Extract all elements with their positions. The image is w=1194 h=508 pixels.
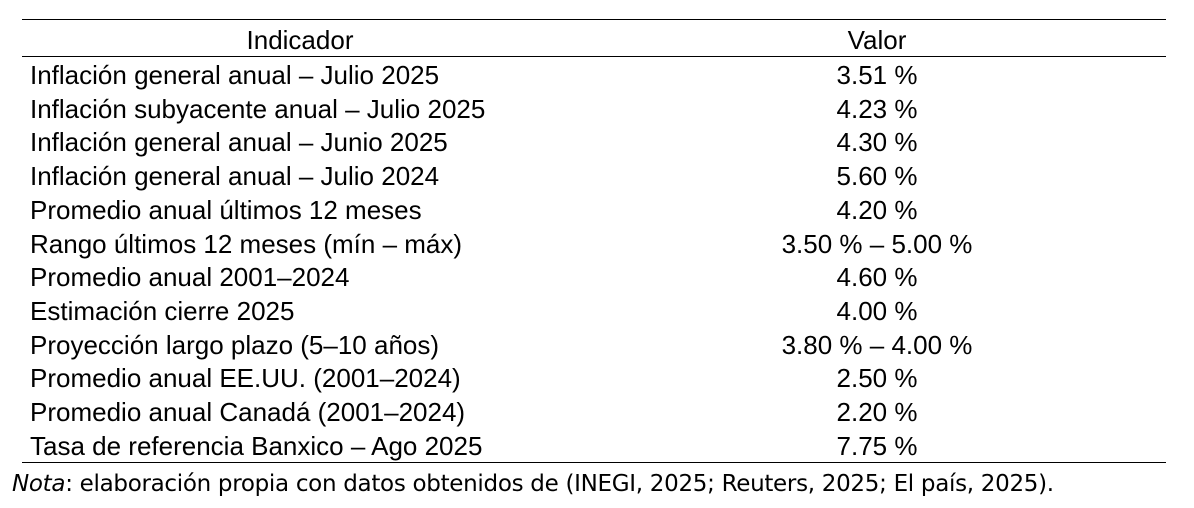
value-cell: 4.60 % <box>836 262 918 293</box>
value-cell: 4.20 % <box>836 194 918 225</box>
top-rule <box>22 19 1166 20</box>
indicator-cell: Promedio anual 2001–2024 <box>30 262 350 293</box>
indicator-cell: Estimación cierre 2025 <box>30 295 295 326</box>
indicator-cell: Promedio anual Canadá (2001–2024) <box>30 397 466 427</box>
note-label: Nota <box>12 471 66 497</box>
value-cell: 7.75 % <box>836 430 918 461</box>
value-cell: 2.50 % <box>836 363 918 394</box>
value-cell: 3.80 % – 4.00 % <box>781 329 973 360</box>
header-cell: Valor <box>847 25 907 55</box>
indicator-cell: Promedio anual EE.UU. (2001–2024) <box>30 363 461 394</box>
value-cell: 3.51 % <box>836 60 918 90</box>
bottom-rule <box>22 462 1166 463</box>
indicator-cell: Promedio anual últimos 12 meses <box>30 194 422 225</box>
value-cell: 4.30 % <box>836 127 918 158</box>
indicator-cell: Rango últimos 12 meses (mín – máx) <box>30 228 463 259</box>
value-cell: 4.23 % <box>836 93 918 124</box>
indicator-cell: Tasa de referencia Banxico – Ago 2025 <box>30 430 483 461</box>
header-cell: Indicador <box>246 25 354 55</box>
indicator-cell: Inflación general anual – Julio 2024 <box>30 161 440 192</box>
header-rule <box>22 56 1166 57</box>
indicator-cell: Proyección largo plazo (5–10 años) <box>30 329 440 360</box>
indicator-cell: Inflación general anual – Julio 2025 <box>30 60 440 90</box>
value-cell: 4.00 % <box>836 295 918 326</box>
note: Nota: elaboración propia con datos obten… <box>12 469 1054 499</box>
note-text: : elaboración propia con datos obtenidos… <box>65 471 1054 497</box>
value-cell: 5.60 % <box>836 161 918 192</box>
value-cell: 2.20 % <box>836 397 918 427</box>
value-cell: 3.50 % – 5.00 % <box>781 228 973 259</box>
indicator-cell: Inflación general anual – Junio 2025 <box>30 127 448 158</box>
indicator-cell: Inflación subyacente anual – Julio 2025 <box>30 93 486 124</box>
